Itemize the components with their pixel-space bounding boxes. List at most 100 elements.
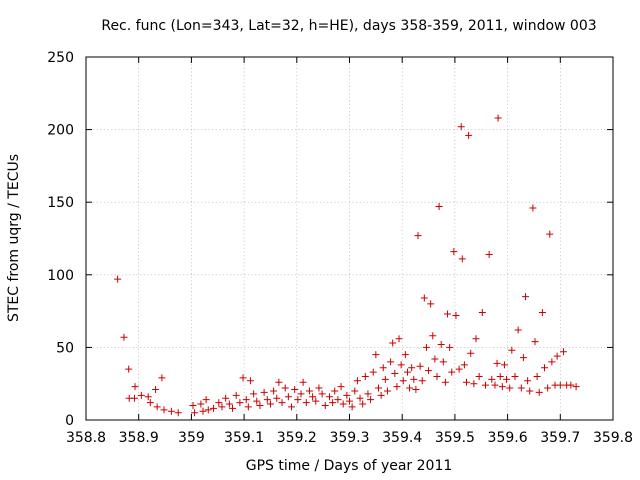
data-point [374,384,382,392]
data-point [498,383,506,391]
data-point [450,248,458,256]
data-point [488,375,496,383]
data-point [189,401,197,409]
data-point [425,367,433,375]
data-point [460,361,468,369]
x-tick-label: 358.9 [119,430,159,446]
data-point [204,406,212,414]
data-point [508,346,516,354]
data-point [359,400,367,408]
data-point [391,370,399,378]
data-point [481,381,489,389]
x-tick-label: 359 [178,430,205,446]
data-point [519,354,527,362]
data-point [472,335,480,343]
data-point [397,361,405,369]
data-point [114,275,122,283]
data-point [418,377,426,385]
data-point [253,397,261,405]
data-point [315,384,323,392]
data-point [318,390,326,398]
data-point [455,365,463,373]
data-point [160,406,168,414]
data-point [408,364,416,372]
data-point [470,380,478,388]
data-point [494,114,502,122]
data-point [232,391,240,399]
data-point [152,386,160,394]
data-point [250,390,258,398]
data-point [567,381,575,389]
data-point [312,397,320,405]
data-point [367,396,375,404]
data-point [197,400,205,408]
gridlines [86,57,613,420]
data-point [158,374,166,382]
data-point [441,378,449,386]
data-point [305,387,313,395]
data-point [153,403,161,411]
data-point [146,399,154,407]
data-point [356,394,364,402]
data-point [291,386,299,394]
y-tick-label: 100 [47,268,74,284]
data-point [446,343,454,351]
x-tick-label: 359.6 [488,430,528,446]
data-point [199,407,207,415]
data-point [383,387,391,395]
data-point [465,131,473,139]
data-point [572,383,580,391]
data-point [553,352,561,360]
data-point [361,372,369,380]
x-tick-label: 359.8 [593,430,633,446]
data-point [493,359,501,367]
data-point [144,393,152,401]
x-tick-label: 359.3 [329,430,369,446]
data-point [372,351,380,359]
data-point [244,403,252,411]
data-point [191,409,199,417]
data-point [422,343,430,351]
data-point [556,381,564,389]
y-tick-label: 200 [47,123,74,139]
x-tick-label: 359.1 [224,430,264,446]
y-tick-label: 150 [47,195,74,211]
data-point [559,348,567,356]
data-point [120,333,128,341]
data-point [503,375,511,383]
data-point [433,372,441,380]
y-tick-label: 0 [65,413,74,429]
data-point [346,397,353,405]
data-point [416,362,424,370]
data-point [215,399,223,407]
data-point [131,383,139,391]
data-point [297,390,305,398]
data-point [343,391,351,399]
data-point [431,355,439,363]
x-tick-label: 359.2 [277,430,317,446]
x-axis-label: GPS time / Days of year 2011 [246,458,453,474]
data-point [399,377,407,385]
data-point [263,396,271,404]
data-point [299,378,307,386]
data-point [401,351,409,359]
data-point [222,394,230,402]
data-points [114,114,580,417]
data-point [514,326,522,334]
data-point [457,123,465,131]
data-point [533,372,541,380]
data-point [435,203,443,211]
x-tick-label: 359.5 [435,430,475,446]
data-point [531,338,539,346]
data-point [475,372,483,380]
data-point [393,383,401,391]
data-point [278,399,286,407]
data-point [281,384,289,392]
data-point [517,384,525,392]
data-point [225,400,233,408]
data-point [522,293,530,301]
data-point [266,400,274,408]
data-point [331,387,339,395]
data-point [406,384,414,392]
data-point [273,394,281,402]
